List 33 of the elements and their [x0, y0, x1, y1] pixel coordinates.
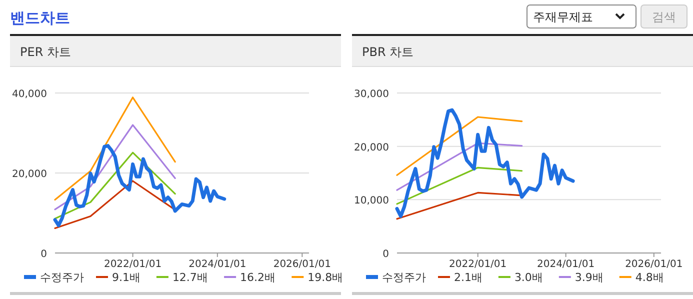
y-tick-label: 0 [40, 249, 47, 260]
line-series [395, 108, 575, 218]
y-tick-label: 0 [382, 249, 389, 260]
y-tick-label: 10,000 [354, 196, 389, 207]
x-tick-label: 2024/01/01 [536, 259, 595, 270]
x-tick-label: 2024/01/01 [188, 259, 246, 270]
legend-label: 9.1배 [112, 271, 140, 284]
text: 밴드차트 [10, 9, 70, 27]
y-tick-label: 20,000 [12, 169, 47, 180]
y-tick-label: 20,000 [354, 142, 389, 154]
legend-label: 4.8배 [635, 271, 664, 284]
text: 주재무제표 [533, 10, 593, 24]
legend-label: 2.1배 [454, 271, 482, 284]
legend-label: 16.2배 [240, 271, 276, 284]
legend-label: 3.0배 [514, 271, 543, 284]
line-series [54, 96, 176, 201]
line-series [54, 124, 176, 210]
legend-label: 19.8배 [308, 271, 344, 284]
legend-label: 수정주가 [382, 271, 426, 284]
legend-label: 3.9배 [574, 271, 604, 284]
line-series [54, 152, 176, 220]
line-series [53, 144, 226, 228]
text: 검색 [652, 10, 676, 24]
y-tick-label: 40,000 [12, 89, 47, 100]
x-tick-label: 2022/01/01 [449, 259, 507, 270]
legend-label: 수정주가 [40, 271, 84, 284]
chart-title: PBR 차트 [362, 45, 414, 59]
x-tick-label: 2026/01/01 [625, 259, 683, 270]
y-tick-label: 30,000 [354, 89, 389, 100]
x-tick-label: 2026/01/01 [273, 259, 331, 270]
chart-title: PER 차트 [20, 45, 71, 59]
x-tick-label: 2022/01/01 [104, 259, 162, 270]
legend-label: 12.7배 [172, 271, 208, 284]
